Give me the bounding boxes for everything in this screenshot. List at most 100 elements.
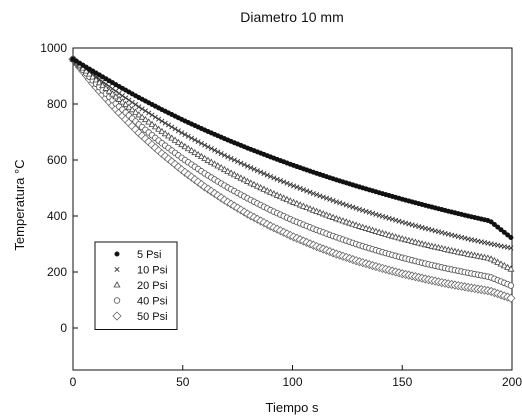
data-point bbox=[329, 213, 337, 220]
data-point bbox=[220, 165, 228, 173]
data-point bbox=[310, 190, 316, 196]
legend-label: 40 Psi bbox=[137, 296, 168, 308]
data-point bbox=[340, 201, 346, 207]
data-point bbox=[240, 176, 248, 183]
x-tick-label: 200 bbox=[502, 375, 522, 389]
data-point bbox=[168, 134, 176, 141]
data-point bbox=[506, 293, 516, 303]
data-point bbox=[297, 185, 303, 191]
data-point bbox=[189, 135, 195, 141]
data-point bbox=[103, 81, 109, 87]
x-axis-title: Tiempo s bbox=[266, 400, 319, 415]
data-point bbox=[201, 154, 209, 161]
series-10-psi bbox=[70, 56, 514, 251]
data-point bbox=[241, 162, 247, 168]
data-point bbox=[316, 208, 324, 216]
data-point bbox=[323, 211, 331, 218]
data-point bbox=[320, 194, 326, 200]
data-point bbox=[353, 205, 359, 211]
data-point bbox=[270, 190, 278, 197]
data-point bbox=[139, 106, 145, 112]
data-point bbox=[244, 177, 251, 184]
data-point bbox=[112, 93, 120, 100]
data-point bbox=[337, 200, 343, 206]
data-point bbox=[184, 144, 192, 152]
data-point bbox=[253, 182, 261, 189]
data-point bbox=[291, 183, 297, 189]
data-point bbox=[215, 149, 221, 155]
data-point bbox=[214, 162, 222, 169]
data-point bbox=[500, 262, 508, 269]
y-tick-label: 200 bbox=[47, 265, 67, 279]
legend-label: 50 Psi bbox=[137, 311, 168, 323]
data-point bbox=[504, 263, 512, 270]
data-point bbox=[326, 212, 334, 219]
data-point bbox=[307, 189, 313, 195]
data-point bbox=[313, 207, 321, 214]
data-point bbox=[370, 210, 376, 216]
data-point bbox=[280, 194, 288, 201]
data-point bbox=[141, 115, 149, 123]
data-point bbox=[244, 163, 251, 169]
data-point bbox=[238, 160, 244, 166]
data-point bbox=[376, 212, 382, 218]
y-tick-label: 400 bbox=[47, 209, 67, 223]
data-point bbox=[156, 116, 162, 122]
data-point bbox=[155, 125, 163, 132]
y-axis-title: Temperatura °C bbox=[12, 159, 27, 250]
data-point bbox=[327, 196, 333, 202]
data-point bbox=[113, 88, 119, 94]
data-point bbox=[271, 175, 277, 181]
data-point bbox=[151, 123, 159, 130]
data-point bbox=[89, 73, 97, 80]
data-point bbox=[148, 120, 156, 127]
data-point bbox=[379, 213, 386, 219]
legend-item: 10 Psi bbox=[114, 265, 168, 277]
data-point bbox=[207, 158, 215, 165]
data-point bbox=[126, 97, 132, 103]
data-point bbox=[182, 132, 188, 138]
data-point bbox=[399, 219, 405, 225]
legend-marker bbox=[114, 251, 120, 257]
data-point bbox=[118, 98, 126, 105]
data-point bbox=[248, 165, 254, 171]
data-point bbox=[403, 220, 409, 226]
data-point bbox=[409, 222, 415, 228]
data-point bbox=[317, 193, 323, 199]
data-point bbox=[138, 113, 146, 120]
data-point bbox=[212, 147, 218, 153]
data-point bbox=[136, 104, 142, 110]
data-point bbox=[231, 157, 237, 163]
data-point bbox=[343, 202, 349, 208]
data-point bbox=[324, 195, 330, 201]
data-point bbox=[205, 144, 211, 150]
data-point bbox=[192, 137, 198, 143]
chart-title: Diametro 10 mm bbox=[240, 9, 343, 25]
x-tick-label: 0 bbox=[70, 375, 77, 389]
data-point bbox=[161, 129, 169, 137]
x-tick-label: 100 bbox=[282, 375, 302, 389]
data-point bbox=[174, 138, 182, 145]
data-point bbox=[498, 227, 504, 233]
data-point bbox=[490, 256, 498, 264]
data-point bbox=[250, 180, 258, 188]
data-point bbox=[419, 224, 425, 230]
data-point bbox=[304, 188, 310, 194]
data-point bbox=[396, 218, 402, 224]
data-point bbox=[194, 150, 202, 158]
data-point bbox=[208, 146, 214, 152]
data-point bbox=[303, 203, 311, 211]
data-point bbox=[300, 187, 306, 193]
data-point bbox=[158, 127, 166, 135]
data-point bbox=[501, 229, 507, 235]
data-point bbox=[306, 205, 314, 212]
data-point bbox=[309, 206, 317, 213]
data-point bbox=[389, 216, 395, 222]
data-point bbox=[494, 258, 502, 265]
data-point bbox=[508, 245, 514, 251]
data-point bbox=[373, 211, 379, 217]
data-point bbox=[204, 156, 212, 163]
data-point bbox=[149, 112, 155, 118]
data-point bbox=[170, 159, 180, 169]
data-point bbox=[347, 203, 353, 209]
